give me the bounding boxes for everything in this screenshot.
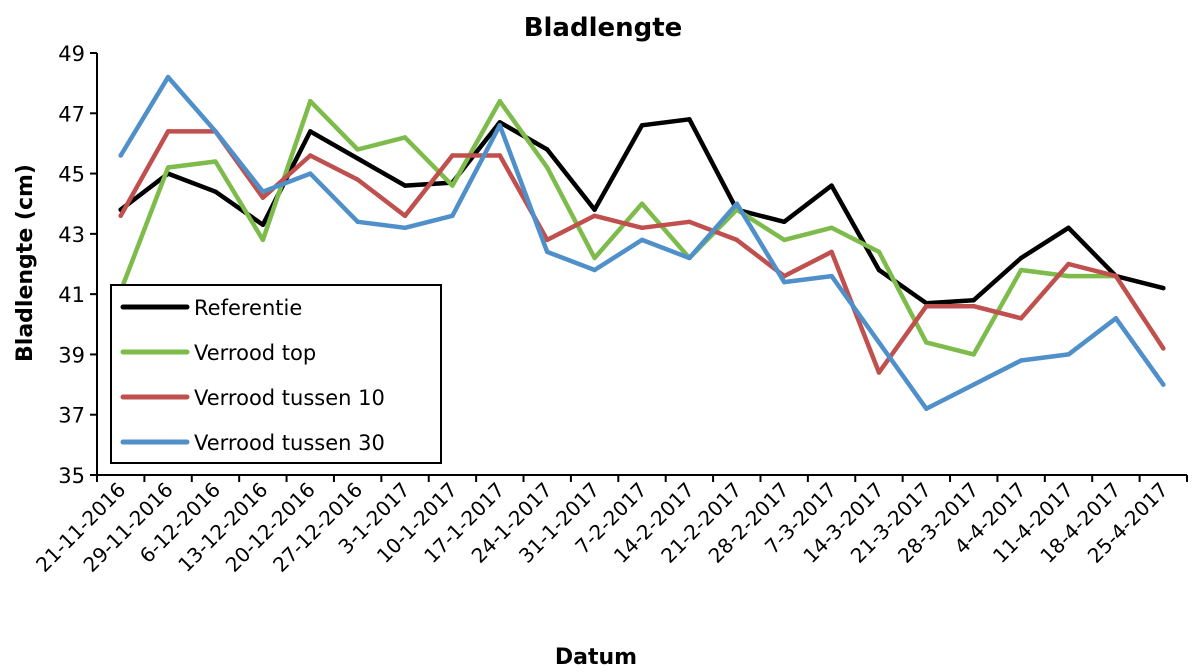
data-point <box>402 213 408 218</box>
legend-label: Verrood tussen 30 <box>194 431 385 455</box>
data-point <box>308 129 313 134</box>
data-point <box>924 304 929 309</box>
data-point <box>781 279 787 285</box>
data-point <box>781 219 787 224</box>
data-point <box>829 249 834 255</box>
x-axis-title: Datum <box>555 645 637 670</box>
y-tick-label: 43 <box>58 223 85 247</box>
data-point <box>213 189 218 194</box>
data-point <box>971 352 976 357</box>
data-point <box>639 201 645 206</box>
data-point <box>545 147 550 152</box>
data-point <box>734 201 739 206</box>
data-point <box>1018 267 1024 273</box>
data-point <box>876 249 882 255</box>
data-point <box>165 129 171 134</box>
data-point <box>592 255 597 261</box>
data-point <box>450 183 455 188</box>
data-point <box>355 156 360 161</box>
data-point <box>924 340 929 345</box>
data-point <box>592 207 597 212</box>
data-point <box>971 304 976 309</box>
data-point <box>829 273 834 279</box>
data-point <box>1113 316 1119 321</box>
data-point <box>829 183 834 188</box>
data-point <box>687 219 692 224</box>
legend-label: Verrood top <box>194 341 316 365</box>
data-point <box>118 213 123 218</box>
data-point <box>876 267 882 273</box>
data-point <box>213 159 218 164</box>
series-line-1 <box>118 98 1119 357</box>
data-point <box>876 370 882 375</box>
data-point <box>639 237 645 243</box>
data-point <box>355 219 360 224</box>
data-point <box>592 267 597 273</box>
data-point <box>118 153 123 158</box>
data-point <box>308 99 313 104</box>
data-point <box>165 74 171 80</box>
data-point <box>1161 285 1166 291</box>
data-point <box>734 237 739 243</box>
data-point <box>450 213 455 218</box>
data-point <box>1018 358 1024 363</box>
data-point <box>1066 225 1071 231</box>
data-point <box>165 165 171 170</box>
data-point <box>639 123 645 128</box>
y-axis-title: Bladlengte (cm) <box>13 164 38 362</box>
data-point <box>924 406 929 411</box>
data-point <box>687 255 692 261</box>
series-layer <box>118 74 1166 411</box>
data-point <box>308 153 313 158</box>
data-point <box>260 189 266 194</box>
data-point <box>876 340 882 345</box>
data-point <box>971 297 976 303</box>
y-tick-label: 45 <box>58 163 85 187</box>
data-point <box>1066 261 1071 267</box>
data-point <box>971 382 976 387</box>
data-point <box>545 237 550 243</box>
y-tick-label: 41 <box>58 283 85 307</box>
data-point <box>260 237 266 243</box>
data-point <box>1066 352 1071 357</box>
y-tick-label: 37 <box>58 404 85 428</box>
legend-box <box>110 284 442 464</box>
data-point <box>355 177 360 182</box>
data-point <box>213 129 218 134</box>
data-point <box>1066 273 1071 279</box>
data-point <box>545 165 550 170</box>
data-point <box>1018 316 1024 321</box>
data-point <box>1161 346 1166 351</box>
legend: Referentie Verrood top Verrood tussen 10 Ve… <box>110 284 442 464</box>
data-point <box>1161 382 1166 387</box>
data-point <box>497 99 503 104</box>
data-point <box>1018 255 1024 261</box>
y-tick-label: 49 <box>58 42 85 66</box>
data-point <box>260 195 266 200</box>
data-point <box>781 237 787 243</box>
data-point <box>450 153 455 158</box>
data-point <box>402 183 408 188</box>
data-point <box>497 123 503 128</box>
chart-title: Bladlengte <box>524 13 683 43</box>
data-point <box>355 147 360 152</box>
y-tick-label: 39 <box>58 343 85 367</box>
data-point <box>545 249 550 255</box>
data-point <box>829 225 834 231</box>
y-tick-label: 35 <box>58 464 85 488</box>
series-line-0 <box>118 117 1166 306</box>
legend-label: Referentie <box>194 296 302 320</box>
data-point <box>260 222 266 228</box>
data-point <box>687 117 692 122</box>
data-point <box>308 171 313 176</box>
data-point <box>402 135 408 140</box>
legend-label: Verrood tussen 10 <box>194 386 385 410</box>
data-point <box>497 153 503 158</box>
data-point <box>639 225 645 231</box>
data-point <box>592 213 597 218</box>
y-tick-label: 47 <box>58 102 85 126</box>
data-point <box>1113 273 1119 279</box>
data-point <box>402 225 408 231</box>
